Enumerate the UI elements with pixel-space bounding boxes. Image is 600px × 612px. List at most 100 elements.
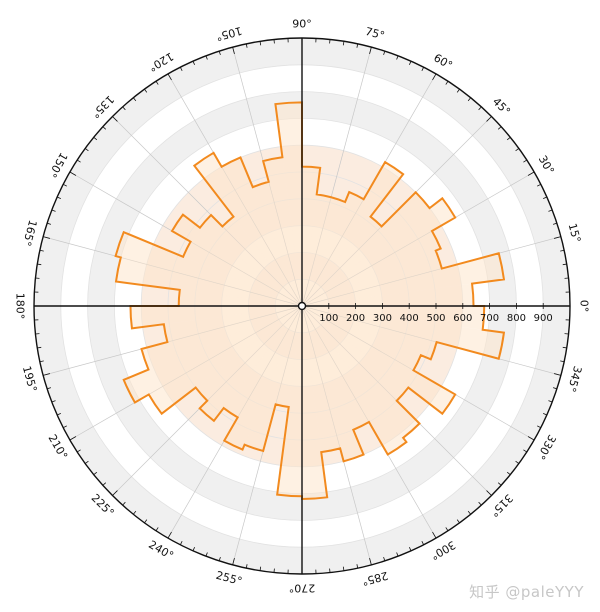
outer-tick (342, 566, 345, 571)
bar (222, 216, 302, 306)
angle-tick-label: 90° (292, 18, 312, 31)
bar (302, 192, 364, 306)
outer-frame (33, 37, 571, 575)
bar (163, 306, 302, 343)
bar (115, 232, 302, 306)
outer-tick (192, 61, 195, 65)
radial-tick-label: 600 (453, 313, 472, 324)
radial-tick-label: 700 (480, 313, 499, 324)
angle-tick-label: 0° (578, 300, 591, 313)
angle-tick-label: 165° (20, 219, 39, 248)
bar (194, 152, 302, 306)
bar (302, 197, 346, 306)
outer-tick (445, 81, 449, 85)
outer-tick (133, 510, 137, 515)
outer-tick (486, 490, 492, 496)
angle-tick-label: 345° (565, 365, 584, 394)
outer-tick (486, 116, 492, 122)
bar (178, 289, 302, 306)
outer-tick (39, 249, 44, 252)
bar (302, 306, 409, 401)
outer-tick (46, 387, 52, 390)
outer-tick (218, 50, 221, 56)
outer-tick (155, 527, 159, 531)
outer-tick (84, 148, 89, 152)
outer-tick (369, 558, 372, 565)
angle-tick-label: 15° (566, 222, 584, 244)
outer-tick (515, 460, 520, 464)
outer-tick (537, 183, 541, 187)
outer-tick (548, 400, 553, 403)
outer-tick (57, 196, 61, 199)
outer-tick (205, 552, 208, 557)
bar (183, 241, 302, 306)
angle-tick-label: 255° (215, 569, 244, 588)
radial-tick-label: 900 (534, 313, 553, 324)
bar (130, 306, 302, 329)
radial-tick-label: 400 (400, 313, 419, 324)
outer-tick (515, 148, 520, 152)
outer-tick (456, 519, 460, 524)
outer-tick (112, 116, 118, 122)
outer-tick (409, 61, 412, 65)
main-axes (34, 38, 570, 574)
angle-tick-label: 270° (289, 582, 316, 595)
outer-tick (144, 519, 148, 524)
outer-tick (523, 159, 527, 163)
outer-tick (232, 558, 235, 565)
bar (302, 198, 456, 306)
outer-tick (245, 43, 248, 48)
angle-tick-label: 180° (14, 293, 27, 320)
outer-tick (133, 97, 137, 102)
bar (302, 306, 328, 499)
angle-tick-label: 75° (364, 25, 386, 43)
angle-tick-label: 120° (146, 50, 175, 75)
outer-tick (456, 88, 460, 93)
bar (148, 306, 302, 414)
angle-tick-label: 105° (215, 24, 244, 43)
bar (302, 306, 456, 414)
angle-tick-label: 45° (490, 95, 513, 118)
bar (302, 306, 369, 430)
outer-tick (51, 209, 56, 212)
outer-tick (122, 106, 126, 111)
outer-tick (259, 566, 262, 571)
radial-tick-label: 100 (319, 313, 338, 324)
outer-tick (63, 425, 67, 429)
bar (244, 306, 302, 451)
outer-tick (383, 50, 386, 56)
outer-tick (506, 137, 511, 141)
outer-tick (155, 81, 159, 85)
bar (302, 250, 442, 306)
outer-tick (218, 556, 221, 562)
histogram-bars (114, 101, 506, 500)
angle-tick-label: 285° (361, 569, 390, 588)
outer-tick (432, 73, 437, 81)
outer-tick (478, 106, 482, 111)
bar (302, 192, 430, 306)
angle-tick-label: 195° (20, 365, 39, 394)
outer-tick (37, 346, 42, 349)
outer-tick (51, 400, 56, 403)
outer-tick (245, 564, 248, 569)
outer-tick (259, 41, 262, 46)
outer-tick (167, 531, 172, 539)
outer-tick (467, 97, 471, 102)
outer-tick (356, 43, 359, 48)
outer-tick (93, 137, 98, 141)
outer-tick (46, 222, 52, 225)
outer-tick (421, 67, 425, 71)
outer-tick (527, 436, 535, 441)
radial-tick-label: 800 (507, 313, 526, 324)
bar (302, 306, 504, 359)
bar (302, 306, 437, 360)
outer-tick (562, 263, 567, 266)
watermark: 知乎 @paleYYY (469, 583, 584, 601)
outer-tick (537, 425, 541, 429)
outer-tick (552, 222, 558, 225)
outer-tick (192, 547, 195, 551)
angle-tick-label: 300° (428, 538, 457, 563)
outer-tick (43, 236, 50, 239)
outer-tick (467, 510, 471, 515)
